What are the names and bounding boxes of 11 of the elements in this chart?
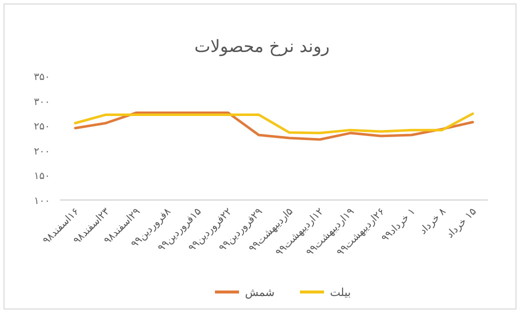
y-tick-label: ۳۵۰: [34, 72, 50, 83]
chart-title: روند نرخ محصولات: [194, 37, 330, 57]
line-series: [74, 111, 474, 141]
y-tick-label: ۳۰۰: [34, 96, 50, 108]
y-tick-label: ۱۰۰: [34, 196, 50, 207]
legend-label: شمش: [245, 286, 275, 299]
y-tick-label: ۱۵۰: [34, 171, 50, 182]
y-tick-label: ۲۵۰: [34, 122, 50, 133]
line-series: [74, 112, 474, 134]
legend-label: بیلت: [330, 286, 351, 299]
y-tick-label: ۲۰۰: [34, 146, 50, 158]
